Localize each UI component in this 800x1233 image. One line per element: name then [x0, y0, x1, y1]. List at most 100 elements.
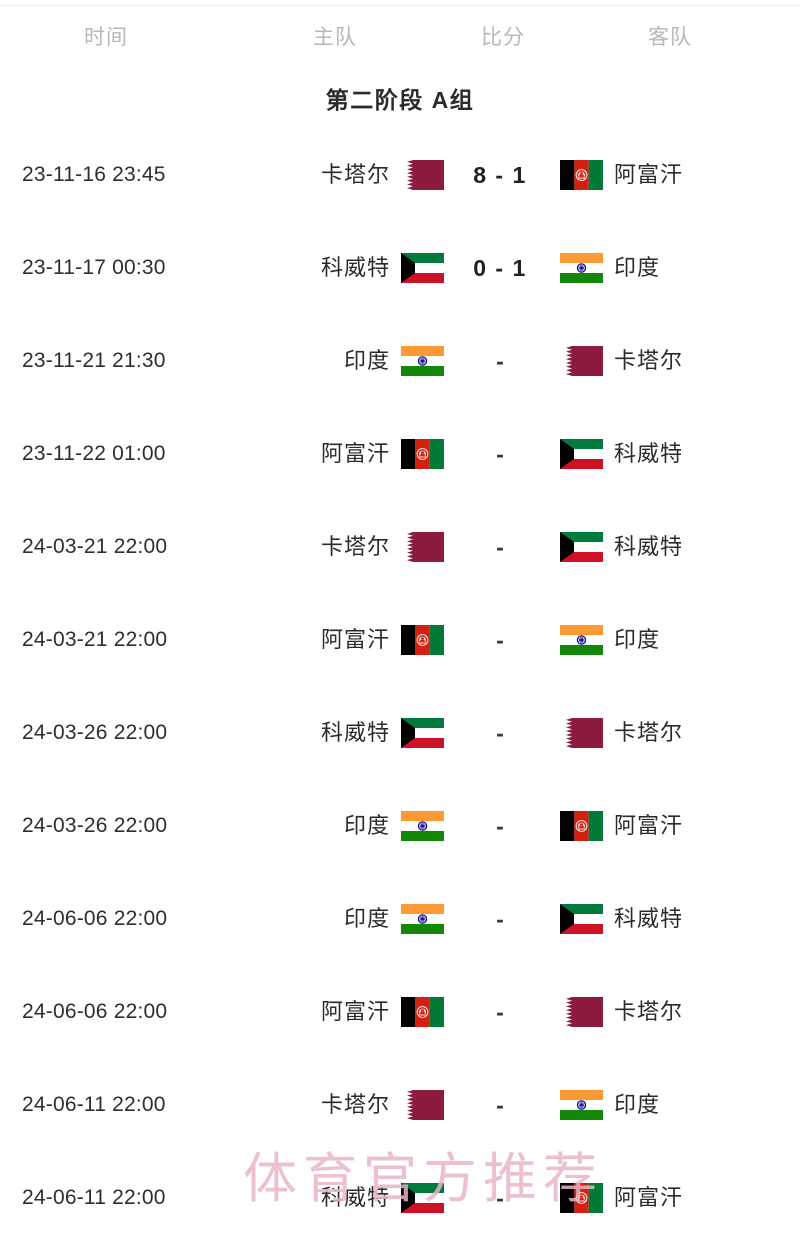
column-header-away: 客队: [648, 26, 692, 49]
match-datetime: 23-11-22 01:00: [22, 441, 166, 465]
match-datetime: 24-03-26 22:00: [22, 720, 168, 744]
away-team-name: 阿富汗: [614, 812, 684, 838]
india-flag: [401, 903, 444, 934]
match-datetime: 24-03-21 22:00: [22, 534, 168, 558]
kuwait-flag: [401, 1182, 444, 1213]
match-score-pending: -: [496, 1091, 504, 1118]
away-team-name: 印度: [614, 626, 661, 652]
qatar-flag: [401, 159, 444, 190]
home-team-name: 科威特: [320, 719, 390, 745]
match-score-pending: -: [496, 626, 504, 653]
away-team-name: 卡塔尔: [614, 719, 684, 745]
away-team[interactable]: 科威特: [560, 903, 780, 934]
afghanistan-flag: [401, 996, 444, 1027]
match-row[interactable]: 23-11-22 01:00 阿富汗 - 科威特: [0, 407, 800, 500]
match-row[interactable]: 23-11-21 21:30 印度 - 卡塔尔: [0, 314, 800, 407]
home-team[interactable]: 印度: [232, 810, 444, 841]
match-datetime: 24-03-26 22:00: [22, 813, 168, 837]
afghanistan-flag: [560, 1182, 603, 1213]
home-team-name: 印度: [343, 905, 390, 931]
home-team[interactable]: 科威特: [232, 252, 444, 283]
away-team[interactable]: 科威特: [560, 438, 780, 469]
column-header-home: 主队: [313, 26, 357, 49]
away-team-name: 阿富汗: [614, 161, 684, 187]
home-team-name: 卡塔尔: [320, 533, 390, 559]
away-team[interactable]: 阿富汗: [560, 1182, 780, 1213]
match-row[interactable]: 24-06-11 22:00 卡塔尔 - 印度: [0, 1058, 800, 1151]
top-divider: [0, 5, 800, 6]
match-row[interactable]: 23-11-17 00:30 科威特 0 - 1 印度: [0, 221, 800, 314]
match-row[interactable]: 24-03-26 22:00 印度 - 阿富汗: [0, 779, 800, 872]
match-score-pending: -: [496, 347, 504, 374]
match-datetime: 23-11-21 21:30: [22, 348, 166, 372]
match-score: 8 - 1: [473, 161, 527, 188]
away-team[interactable]: 卡塔尔: [560, 996, 780, 1027]
away-team-name: 印度: [614, 254, 661, 280]
home-team-name: 卡塔尔: [320, 161, 390, 187]
away-team[interactable]: 印度: [560, 624, 780, 655]
home-team-name: 科威特: [320, 1184, 390, 1210]
home-team[interactable]: 卡塔尔: [232, 1089, 444, 1120]
home-team-name: 印度: [343, 347, 390, 373]
home-team-name: 阿富汗: [320, 440, 390, 466]
home-team-name: 阿富汗: [320, 626, 390, 652]
column-header-time: 时间: [84, 26, 128, 49]
home-team[interactable]: 卡塔尔: [232, 531, 444, 562]
match-datetime: 24-03-21 22:00: [22, 627, 168, 651]
match-row[interactable]: 24-06-06 22:00 印度 - 科威特: [0, 872, 800, 965]
qatar-flag: [560, 345, 603, 376]
kuwait-flag: [560, 531, 603, 562]
qatar-flag: [560, 996, 603, 1027]
away-team-name: 卡塔尔: [614, 998, 684, 1024]
away-team-name: 科威特: [614, 905, 684, 931]
home-team[interactable]: 科威特: [232, 717, 444, 748]
match-row[interactable]: 24-06-11 22:00 科威特 - 阿富汗: [0, 1151, 800, 1233]
away-team-name: 阿富汗: [614, 1184, 684, 1210]
india-flag: [560, 1089, 603, 1120]
match-row[interactable]: 23-11-16 23:45 卡塔尔 8 - 1 阿富汗: [0, 128, 800, 221]
away-team[interactable]: 科威特: [560, 531, 780, 562]
away-team[interactable]: 印度: [560, 1089, 780, 1120]
match-score-pending: -: [496, 1184, 504, 1211]
home-team-name: 卡塔尔: [320, 1091, 390, 1117]
home-team[interactable]: 阿富汗: [232, 438, 444, 469]
kuwait-flag: [401, 252, 444, 283]
match-datetime: 24-06-11 22:00: [22, 1092, 166, 1116]
match-datetime: 24-06-11 22:00: [22, 1185, 166, 1209]
away-team[interactable]: 卡塔尔: [560, 345, 780, 376]
away-team[interactable]: 印度: [560, 252, 780, 283]
afghanistan-flag: [560, 159, 603, 190]
home-team[interactable]: 科威特: [232, 1182, 444, 1213]
column-header-score: 比分: [481, 26, 525, 49]
kuwait-flag: [401, 717, 444, 748]
match-row[interactable]: 24-03-21 22:00 卡塔尔 - 科威特: [0, 500, 800, 593]
away-team[interactable]: 阿富汗: [560, 810, 780, 841]
india-flag: [401, 345, 444, 376]
home-team[interactable]: 卡塔尔: [232, 159, 444, 190]
india-flag: [560, 624, 603, 655]
home-team[interactable]: 阿富汗: [232, 624, 444, 655]
home-team[interactable]: 印度: [232, 345, 444, 376]
home-team-name: 科威特: [320, 254, 390, 280]
away-team-name: 科威特: [614, 533, 684, 559]
away-team[interactable]: 阿富汗: [560, 159, 780, 190]
match-score-pending: -: [496, 905, 504, 932]
away-team-name: 卡塔尔: [614, 347, 684, 373]
home-team[interactable]: 阿富汗: [232, 996, 444, 1027]
away-team[interactable]: 卡塔尔: [560, 717, 780, 748]
afghanistan-flag: [401, 438, 444, 469]
match-datetime: 23-11-17 00:30: [22, 255, 166, 279]
home-team[interactable]: 印度: [232, 903, 444, 934]
match-row[interactable]: 24-03-26 22:00 科威特 - 卡塔尔: [0, 686, 800, 779]
match-row[interactable]: 24-06-06 22:00 阿富汗 - 卡塔尔: [0, 965, 800, 1058]
india-flag: [560, 252, 603, 283]
kuwait-flag: [560, 903, 603, 934]
match-score-pending: -: [496, 533, 504, 560]
home-team-name: 印度: [343, 812, 390, 838]
match-score-pending: -: [496, 812, 504, 839]
match-score-pending: -: [496, 440, 504, 467]
india-flag: [401, 810, 444, 841]
away-team-name: 科威特: [614, 440, 684, 466]
match-row[interactable]: 24-03-21 22:00 阿富汗 - 印度: [0, 593, 800, 686]
